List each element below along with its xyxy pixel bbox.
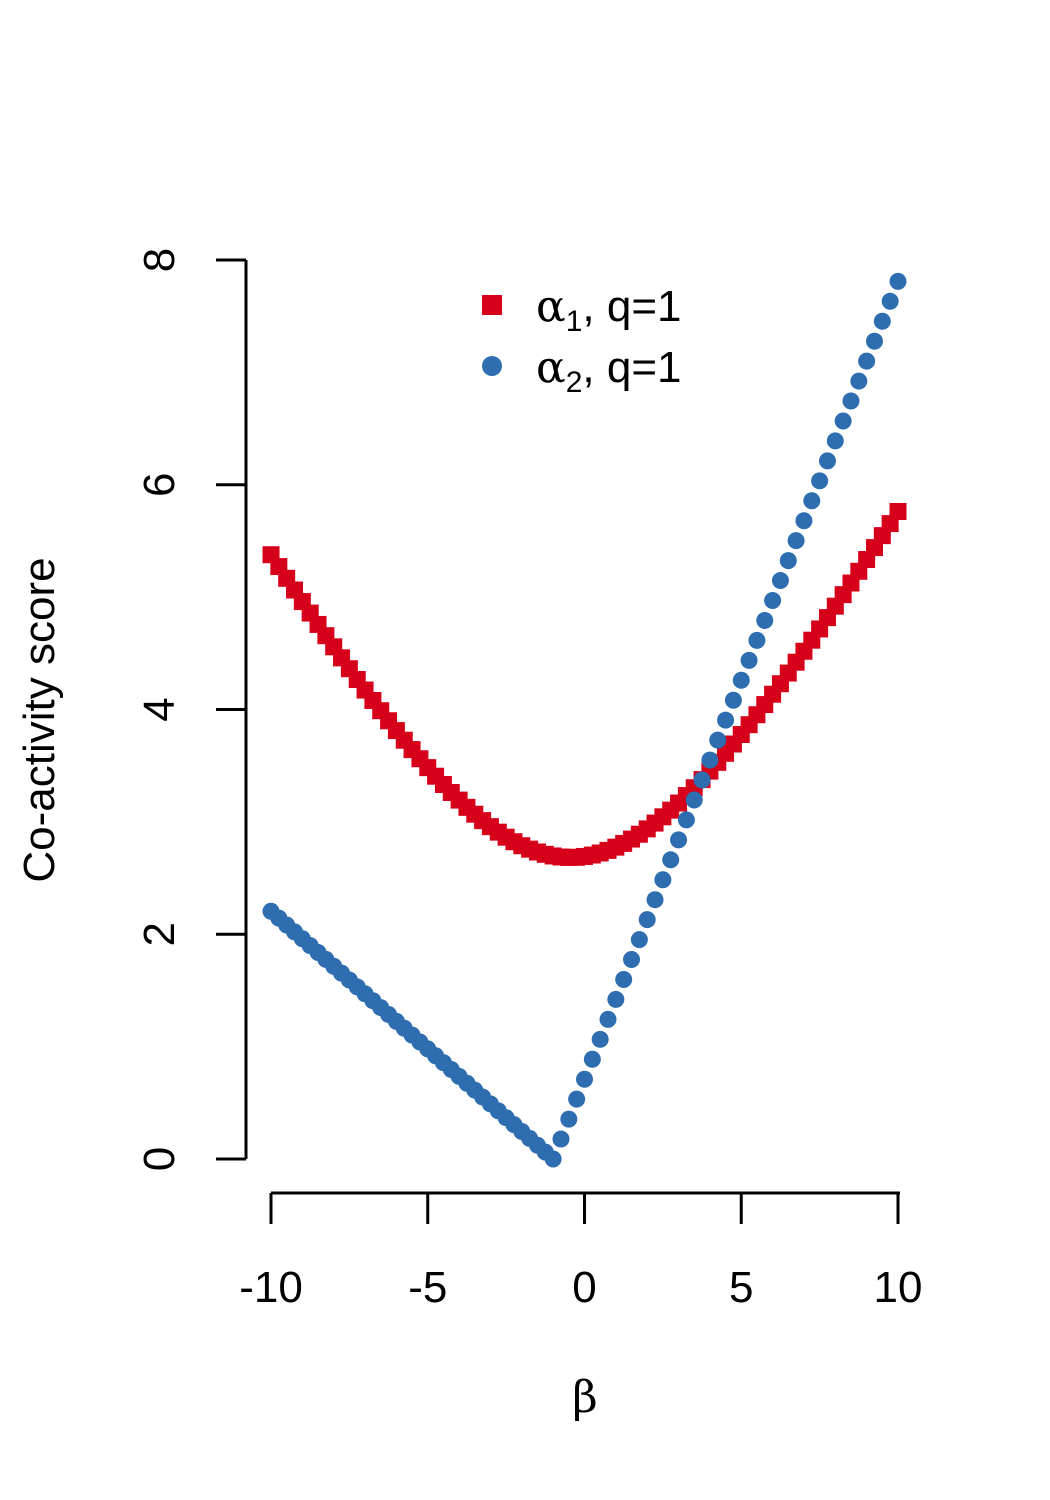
x-tick-label: -5 <box>408 1263 447 1312</box>
legend: α1, q=1α2, q=1 <box>482 281 682 399</box>
data-point <box>842 392 860 410</box>
data-point <box>787 532 805 550</box>
y-axis-title: Co-activity score <box>15 557 64 882</box>
data-point <box>591 1030 609 1048</box>
data-point <box>583 1050 601 1068</box>
x-tick-label: 5 <box>729 1263 753 1312</box>
y-tick-label: 0 <box>135 1147 184 1171</box>
data-point <box>826 432 844 450</box>
data-point <box>771 572 789 590</box>
x-tick-label: 10 <box>874 1263 923 1312</box>
data-point <box>560 1110 578 1128</box>
data-point <box>646 891 664 909</box>
data-point <box>662 851 680 869</box>
legend-item: α1, q=1 <box>482 281 682 338</box>
data-point <box>889 272 907 290</box>
data-point <box>858 352 876 370</box>
data-point <box>795 512 813 530</box>
series-layer <box>262 272 907 1168</box>
y-tick-label: 2 <box>135 922 184 946</box>
data-point <box>693 771 711 789</box>
data-point <box>803 492 821 510</box>
y-axis-ticks: 0 2 4 6 8 <box>135 248 246 1171</box>
legend-marker <box>482 356 502 376</box>
data-point <box>544 1150 562 1168</box>
data-point <box>740 651 758 669</box>
data-point <box>748 631 766 649</box>
data-point <box>615 970 633 988</box>
series-1 <box>262 502 907 866</box>
data-point <box>670 831 688 849</box>
data-point <box>623 951 641 969</box>
data-point <box>834 412 852 430</box>
data-point <box>654 871 672 889</box>
data-point <box>811 472 829 490</box>
data-point <box>850 372 868 390</box>
data-point <box>576 1070 593 1088</box>
data-point <box>865 332 883 350</box>
data-point <box>607 990 625 1008</box>
data-point <box>818 452 836 470</box>
data-point <box>717 711 735 729</box>
data-point <box>881 292 899 310</box>
data-point <box>764 591 782 609</box>
x-tick-label: 0 <box>572 1263 596 1312</box>
data-point <box>709 731 727 749</box>
data-point <box>779 552 797 570</box>
data-point <box>732 671 750 689</box>
x-axis-title: β <box>572 1372 597 1423</box>
series-2 <box>262 272 907 1168</box>
x-axis-ticks: -10 -5 0 5 10 <box>239 1193 922 1312</box>
y-tick-label: 4 <box>135 697 184 721</box>
data-point <box>568 1090 586 1108</box>
legend-item: α2, q=1 <box>482 342 682 399</box>
y-tick-label: 8 <box>135 248 184 272</box>
data-point <box>724 691 742 709</box>
legend-label: α1, q=1 <box>536 281 682 338</box>
data-point <box>701 751 719 769</box>
data-point <box>685 791 703 809</box>
legend-marker <box>482 295 502 315</box>
data-point <box>873 312 891 330</box>
y-tick-label: 6 <box>135 473 184 497</box>
legend-label: α2, q=1 <box>536 342 682 399</box>
data-point <box>638 911 656 929</box>
data-point <box>677 811 695 829</box>
data-point <box>552 1130 570 1148</box>
data-point <box>599 1010 617 1028</box>
data-point <box>889 502 907 520</box>
x-tick-label: -10 <box>239 1263 303 1312</box>
data-point <box>756 611 774 629</box>
data-point <box>630 931 648 949</box>
